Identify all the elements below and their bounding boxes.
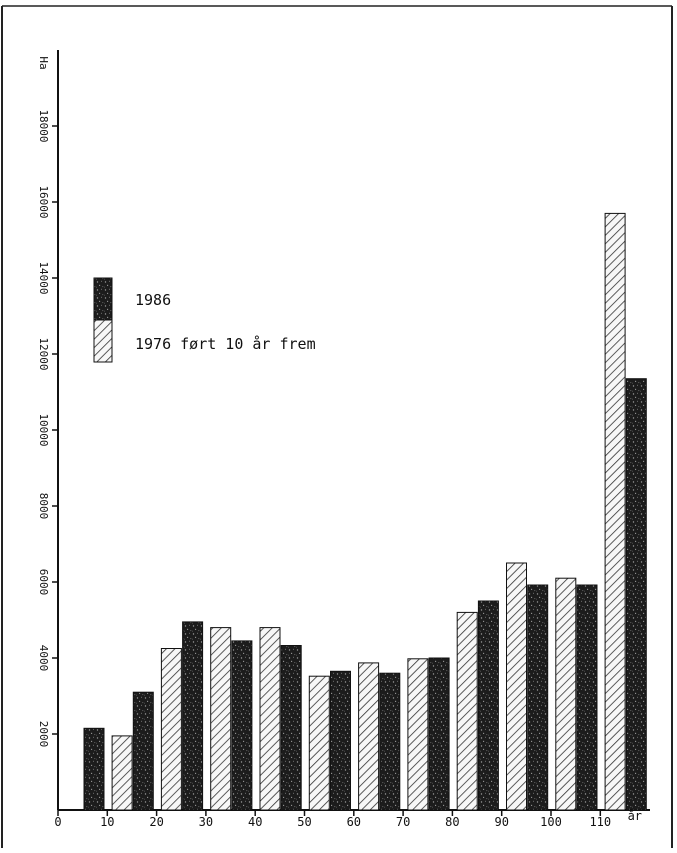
legend-swatch-1986 <box>93 277 113 321</box>
bar-1986-80-90 <box>477 600 499 811</box>
x-tick-label-40: 40 <box>248 815 262 829</box>
y-tick-label-14000: 14000 <box>37 261 50 294</box>
bar-1976-100-110 <box>555 577 577 811</box>
bar-1976-20-30 <box>160 648 182 811</box>
bar-1976-10-20 <box>111 735 133 811</box>
bar-1976-50-60 <box>308 675 330 811</box>
bar-1976-70-80 <box>407 658 429 811</box>
bar-1976-110+ <box>604 212 626 811</box>
x-tick-label-100: 100 <box>540 815 562 829</box>
y-tick-label-10000: 10000 <box>37 413 50 446</box>
x-tick-label-110: 110 <box>589 815 611 829</box>
bar-layer <box>83 212 647 811</box>
y-tick-label-6000: 6000 <box>37 569 50 596</box>
x-tick-label-30: 30 <box>199 815 213 829</box>
bar-1986-110+ <box>625 378 647 811</box>
legend: 1986 1976 ført 10 år frem <box>93 277 316 363</box>
y-tick-label-18000: 18000 <box>37 109 50 142</box>
legend-swatch-1976 <box>93 319 113 363</box>
y-tick-label-2000: 2000 <box>37 721 50 748</box>
legend-label-1986: 1986 <box>135 291 171 309</box>
bar-1976-30-40 <box>210 627 232 811</box>
x-tick-label-90: 90 <box>494 815 508 829</box>
bar-1986-20-30 <box>182 621 204 811</box>
y-tick-label-4000: 4000 <box>37 645 50 672</box>
bar-1986-40-50 <box>280 645 302 811</box>
x-tick-label-10: 10 <box>100 815 114 829</box>
y-tick-label-Ha: Ha <box>37 56 50 69</box>
y-axis-ticks: 2000 4000 6000 8000 10000 12000 14000 16000 1800… <box>37 56 58 747</box>
legend-label-1976: 1976 ført 10 år frem <box>135 335 316 353</box>
bar-1986-10-20 <box>132 691 154 811</box>
bar-1986-90-100 <box>527 584 549 811</box>
x-axis-ticks: 0 10 20 30 40 50 60 70 80 90 100 110 år <box>54 809 642 829</box>
bar-1986-70-80 <box>428 657 450 811</box>
x-tick-label-0: 0 <box>54 815 61 829</box>
bar-1986-30-40 <box>231 640 253 811</box>
bar-1976-90-100 <box>506 562 527 811</box>
bar-1986-0-10 <box>83 727 105 811</box>
y-tick-label-12000: 12000 <box>37 337 50 370</box>
bar-1986-60-70 <box>379 672 401 811</box>
bar-1986-100-110 <box>576 584 598 811</box>
x-tick-label-70: 70 <box>396 815 410 829</box>
x-tick-label-80: 80 <box>445 815 459 829</box>
x-tick-label-50: 50 <box>297 815 311 829</box>
x-tick-label-60: 60 <box>347 815 361 829</box>
x-tick-label-år: år <box>628 809 642 823</box>
bar-1976-60-70 <box>358 662 380 811</box>
bar-1986-50-60 <box>330 670 351 811</box>
bar-1976-80-90 <box>456 611 478 811</box>
y-tick-label-8000: 8000 <box>37 493 50 520</box>
y-tick-label-16000: 16000 <box>37 185 50 218</box>
bar-1976-40-50 <box>259 627 281 811</box>
x-tick-label-20: 20 <box>149 815 163 829</box>
